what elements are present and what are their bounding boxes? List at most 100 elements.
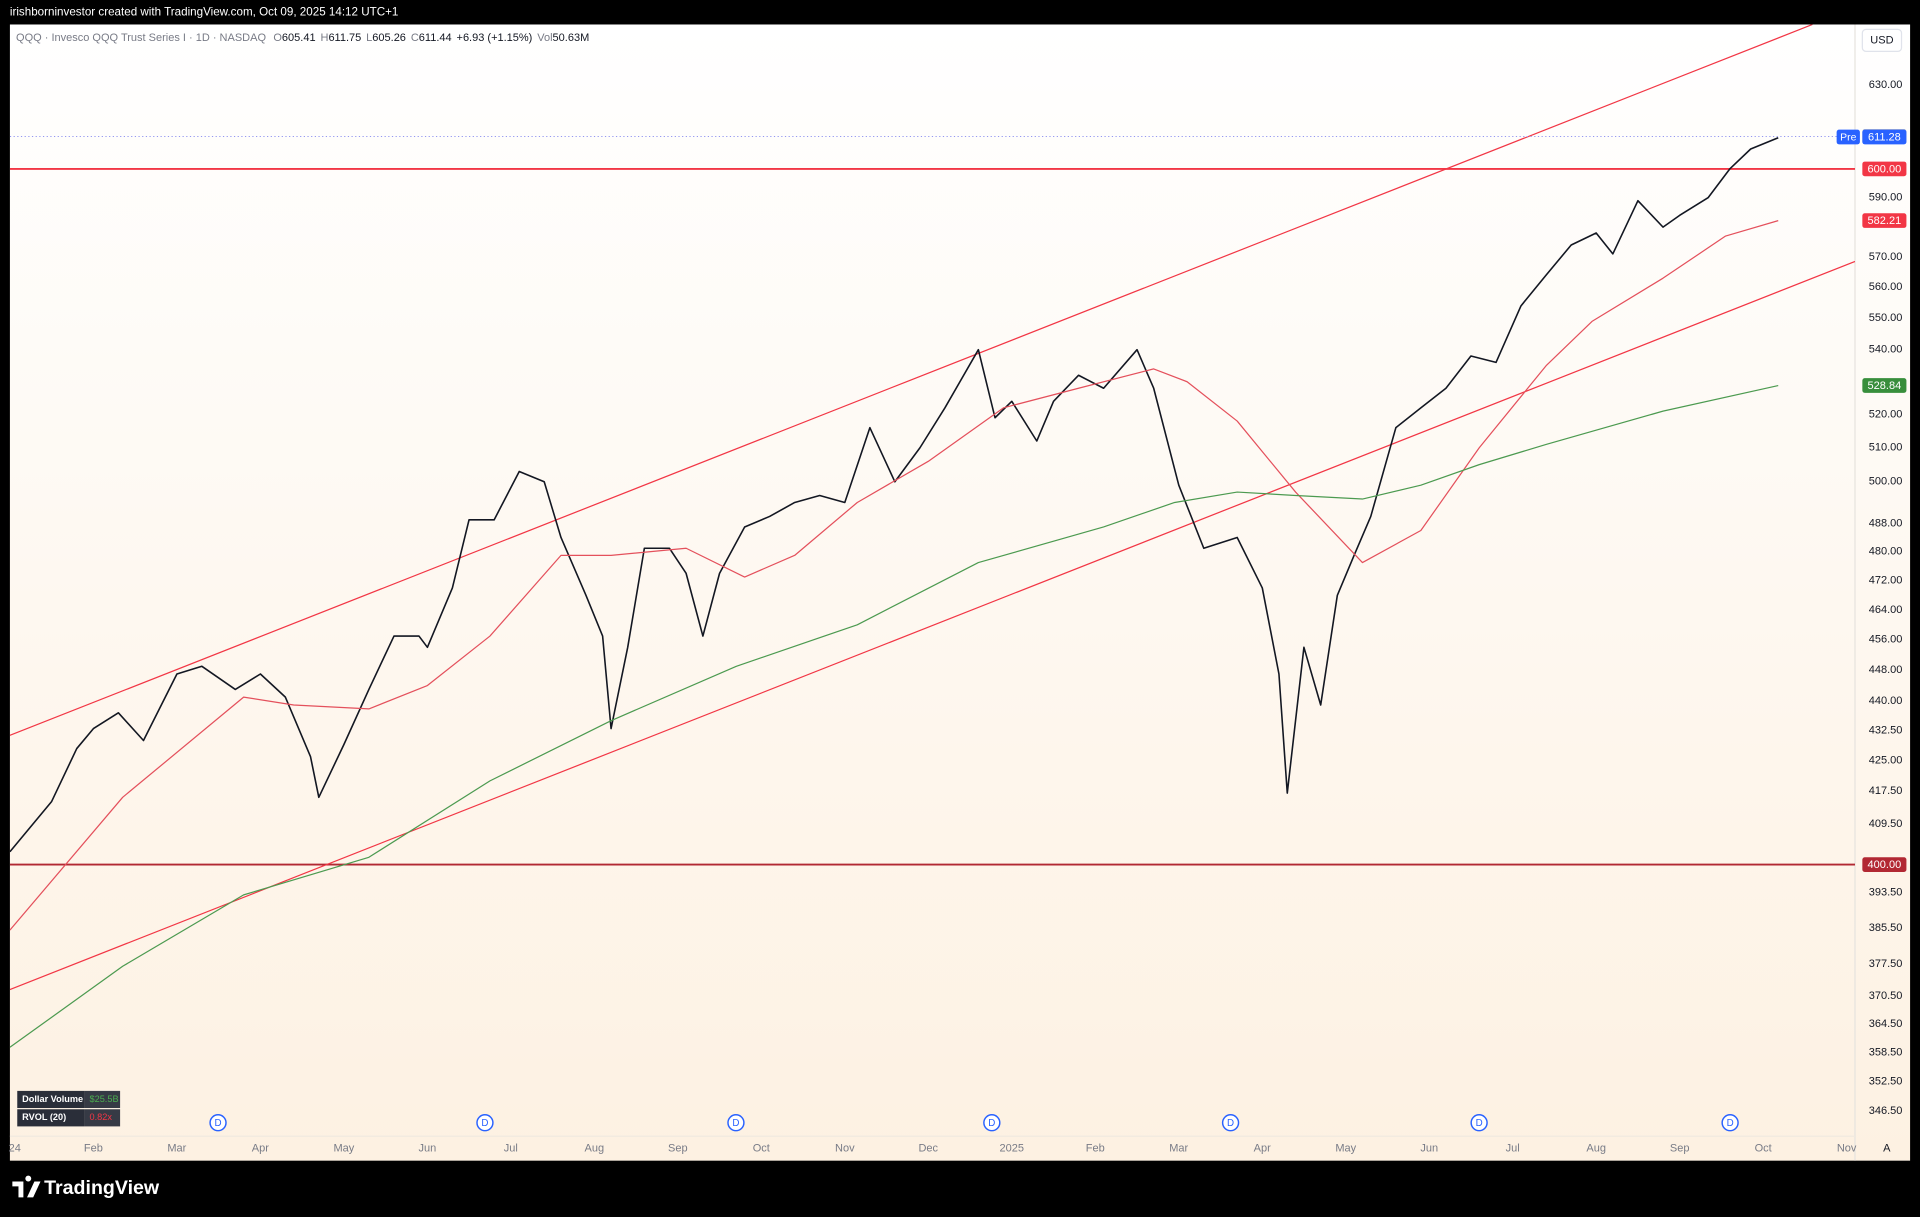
legend-field-value: +6.93 (+1.15%) (457, 32, 533, 44)
y-tick-label: 520.00 (1869, 408, 1903, 420)
indicator-name: Dollar Volume (22, 1094, 83, 1104)
currency-box[interactable] (1861, 28, 1903, 53)
y-tick-label: 510.00 (1869, 442, 1903, 454)
indicator-value: $25.5B (89, 1094, 118, 1104)
price-line (9, 137, 1779, 853)
legend-field-label: L (366, 32, 372, 44)
dividend-marker[interactable] (1721, 1114, 1739, 1132)
y-tick-label: 464.00 (1869, 604, 1903, 616)
legend-field-value: 611.44 (419, 32, 452, 44)
dividend-marker-label[interactable]: D (1476, 1118, 1483, 1129)
x-tick-label: 2025 (1000, 1142, 1024, 1154)
dividend-marker-label[interactable]: D (215, 1118, 222, 1129)
x-tick-label: Jun (418, 1142, 436, 1154)
y-tick-label: 448.00 (1869, 664, 1903, 676)
symbol-legend: QQQ · Invesco QQQ Trust Series I · 1D · … (16, 32, 266, 44)
y-tick-label: 472.00 (1869, 575, 1903, 587)
plot-area (9, 24, 1855, 1048)
price-label-box (1862, 129, 1907, 145)
legend-field-label: H (320, 32, 328, 44)
x-tick-label: Apr (1254, 1142, 1271, 1154)
x-tick-label: Feb (1086, 1142, 1105, 1154)
dividend-marker[interactable] (1221, 1114, 1240, 1132)
dividend-marker[interactable] (209, 1114, 227, 1132)
y-tick-label: 417.50 (1869, 785, 1903, 797)
price-label-box (1862, 161, 1907, 177)
y-tick-label: 364.50 (1869, 1018, 1903, 1030)
y-tick-label: 393.50 (1869, 887, 1903, 899)
legend-field-label: C (411, 32, 419, 44)
y-tick-label: 377.50 (1869, 958, 1903, 970)
x-tick-label: May (1335, 1142, 1356, 1154)
trendline (9, 260, 1855, 991)
y-tick-label: 590.00 (1869, 192, 1903, 204)
legend-field-label: Vol (537, 32, 552, 44)
legend-field-value: 611.75 (328, 32, 361, 44)
dividend-marker-label[interactable]: D (1727, 1118, 1734, 1129)
legend-field-value: 605.26 (372, 32, 406, 44)
x-tick-label: Apr (252, 1142, 269, 1154)
dividend-marker[interactable] (476, 1114, 494, 1132)
price-label: 600.00 (1868, 163, 1902, 175)
price-tag-box (1836, 129, 1860, 145)
dividend-marker[interactable] (727, 1114, 745, 1132)
x-tick-label: May (333, 1142, 354, 1154)
currency[interactable]: USD (1870, 34, 1893, 46)
y-tick-label: 540.00 (1869, 344, 1903, 356)
x-tick-label: Feb (84, 1142, 103, 1154)
indicator-value-box (84, 1090, 121, 1109)
header: irishborninvestor created with TradingVi… (10, 5, 398, 18)
x-tick-label: Mar (1169, 1142, 1188, 1154)
price-label: 611.28 (1868, 131, 1901, 143)
legend-field-value: 50.63M (553, 32, 590, 44)
legend-field-value: 605.41 (282, 32, 316, 44)
x-tick-label: Jun (1420, 1142, 1438, 1154)
y-tick-label: 440.00 (1869, 695, 1903, 707)
x-tick-label: Oct (1755, 1142, 1772, 1154)
dividend-marker[interactable] (1470, 1114, 1488, 1132)
price-label-box (1862, 213, 1907, 228)
y-tick-label: 358.50 (1869, 1046, 1903, 1058)
dividend-marker-label[interactable]: D (1227, 1118, 1234, 1129)
chart-panel (9, 24, 1911, 1161)
y-tick-label: 630.00 (1869, 79, 1903, 91)
brand[interactable]: TradingView (44, 1177, 160, 1199)
y-tick-label: 560.00 (1869, 281, 1903, 293)
dividend-marker-label[interactable]: D (481, 1118, 488, 1129)
y-tick-label: 432.50 (1869, 724, 1903, 736)
x-tick-label: Nov (1837, 1142, 1857, 1154)
price-label-box (1862, 857, 1907, 872)
indicator-name-box (17, 1090, 85, 1109)
y-tick-label: 488.00 (1869, 517, 1903, 529)
auto-scale[interactable]: A (1883, 1142, 1891, 1154)
brand-icon (12, 1175, 41, 1198)
dividend-marker[interactable] (983, 1114, 1001, 1132)
y-tick-label: 370.50 (1869, 990, 1903, 1002)
x-tick-label: Mar (167, 1142, 186, 1154)
indicator-value-box (84, 1109, 121, 1127)
indicator-name-box (17, 1109, 85, 1127)
trendline (9, 24, 1813, 736)
dividend-marker-label[interactable]: D (732, 1118, 739, 1129)
x-tick-label: Sep (668, 1142, 688, 1154)
moving-average (9, 384, 1779, 1048)
price-label: 582.21 (1868, 215, 1902, 227)
y-tick-label: 425.00 (1869, 754, 1903, 766)
y-tick-label: 480.00 (1869, 546, 1903, 558)
x-tick-label: Aug (585, 1142, 605, 1154)
y-tick-label: 456.00 (1869, 634, 1903, 646)
y-tick-label: 570.00 (1869, 251, 1903, 263)
price-tag: Pre (1840, 132, 1856, 143)
brand-logo[interactable]: TradingView (12, 1175, 160, 1199)
price-label: 400.00 (1868, 859, 1902, 871)
x-tick-label: Dec (918, 1142, 938, 1154)
dividend-marker-label[interactable]: D (988, 1118, 995, 1129)
x-tick-label: Aug (1586, 1142, 1606, 1154)
x-tick-label: 24 (9, 1142, 21, 1154)
price-label: 528.84 (1868, 380, 1902, 392)
y-tick-label: 409.50 (1869, 818, 1903, 830)
x-tick-label: Jul (504, 1142, 518, 1154)
y-tick-label: 352.50 (1869, 1075, 1903, 1087)
